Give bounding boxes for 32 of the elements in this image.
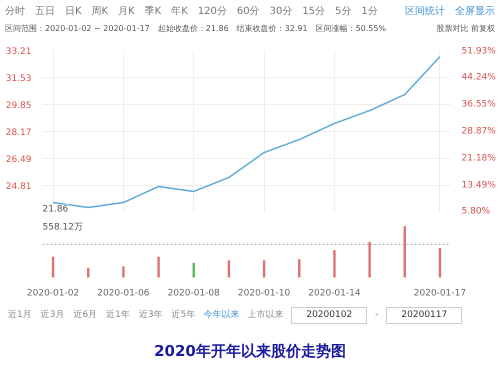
text: 2020年开年以来股价走势图 [153,341,347,362]
y2-tick-label: 13.49% [462,180,496,190]
y-tick-label: 33.21 [6,47,32,57]
y-tick-label: 26.49 [6,155,32,165]
y-tick-label: 28.17 [6,128,32,138]
text: 区间范围：2020-01-02 ~ 2020-01-17 起始收盘价：21.86 结束收盘价：32.91 区间涨幅：50.55% [5,23,386,35]
x-tick-label: 2020-01-14 [308,288,361,298]
annotation: 558.12万 [42,222,83,232]
annotation: 21.86 [42,204,69,214]
text: - [375,309,378,322]
y2-tick-label: 51.93% [462,46,496,56]
y-tick-label: 24.81 [6,182,32,192]
y-tick-label: 31.53 [6,74,32,84]
text: 20200117 [386,307,462,324]
y2-tick-label: 28.87% [462,126,496,136]
text: 股票对比 前复权 [436,23,495,35]
y-tick-label: 29.85 [6,101,32,111]
x-tick-label: 2020-01-17 [414,288,466,298]
x-tick-label: 2020-01-10 [238,288,291,298]
x-tick-label: 2020-01-02 [26,288,80,298]
x-tick-label: 2020-01-06 [97,288,150,298]
text: 区间统计 全屏显示 [405,5,495,19]
text: 20200102 [291,307,368,324]
text: 今年以来 [203,309,240,322]
text: 分时 五日 日K 周K 月K 季K 年K 120分 60分 30分 15分 5分 1分 [5,5,378,19]
y2-tick-label: 21.18% [462,153,496,164]
y2-tick-label: 5.80% [462,206,491,216]
text: 近1月 近3月 近6月 近1年 近3年 近5年 [8,309,196,322]
y2-tick-label: 36.55% [462,100,496,110]
text: 上市以来 [247,309,284,322]
y2-tick-label: 44.24% [462,72,496,83]
x-tick-label: 2020-01-08 [168,288,220,298]
